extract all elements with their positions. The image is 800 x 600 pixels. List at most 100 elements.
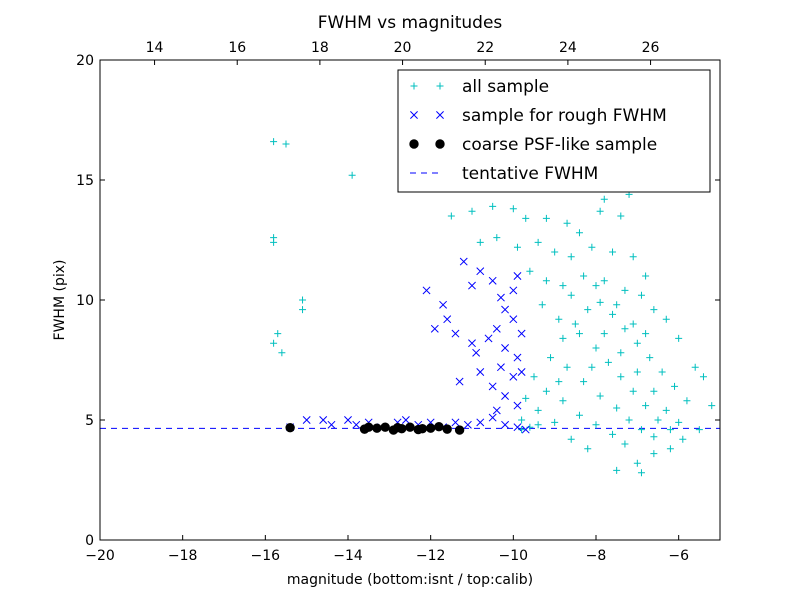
legend-symbol-circle [409,139,419,149]
all-sample-point [658,368,666,376]
all-sample-point [522,214,530,222]
all-sample-point [600,195,608,203]
legend-symbols [409,82,445,174]
all-sample-point [675,334,683,342]
all-sample-point [530,373,538,381]
all-sample-point [642,272,650,280]
all-sample-point [518,426,526,434]
plot-frame [99,59,721,541]
x-tick-label: −16 [251,548,281,564]
top-tick-label: 18 [311,40,329,56]
all-sample-point [518,416,526,424]
all-sample-point [468,207,476,215]
rough-fwhm-point [484,334,493,343]
all-sample-point [654,416,662,424]
all-sample-point [551,418,559,426]
legend-symbol-plus [410,82,418,90]
all-sample-point [563,219,571,227]
rough-fwhm-point [422,286,431,295]
all-sample-point [348,171,356,179]
all-sample-point [538,301,546,309]
rough-fwhm-point [496,363,505,372]
all-sample-point [613,466,621,474]
legend-label-tentative-fwhm: tentative FWHM [462,164,598,184]
all-sample-point [629,320,637,328]
rough-fwhm-point [476,418,485,427]
all-sample-point [650,387,658,395]
rough-fwhm-point [509,286,518,295]
all-sample-point [629,387,637,395]
rough-fwhm-point [327,420,336,429]
all-sample-point [270,138,278,146]
top-tick-label: 22 [476,40,494,56]
all-sample-point [621,440,629,448]
all-sample-point [609,430,617,438]
top-tick-label: 26 [642,40,660,56]
legend-box [397,69,711,193]
legend: all sample sample for rough FWHM coarse … [397,69,711,193]
all-sample-point [666,445,674,453]
rough-fwhm-point [443,315,452,324]
legend-label-psf-sample: coarse PSF-like sample [462,135,657,155]
all-sample-point [547,354,555,362]
all-sample-point [613,404,621,412]
all-sample-point [559,397,567,405]
psf-sample-point [372,423,382,433]
rough-fwhm-point [521,425,530,434]
all-sample-point [699,373,707,381]
all-sample-point [299,306,307,314]
rough-fwhm-point [517,368,526,376]
all-sample-point [513,243,521,251]
all-sample-point [609,310,617,318]
all-sample-point [613,301,621,309]
all-sample-point [642,330,650,338]
rough-fwhm-point [451,418,460,427]
rough-fwhm-point [513,353,522,362]
all-sample-point [633,339,641,347]
all-sample-point [270,238,278,246]
all-sample-point [695,426,703,434]
all-sample-point [584,445,592,453]
all-sample-point [691,363,699,371]
legend-symbol-circle [435,139,445,149]
all-sample-point [580,272,588,280]
legend-symbol-x [436,111,444,119]
rough-fwhm-point [344,416,352,424]
top-tick-label: 24 [559,40,577,56]
rough-fwhm-point [501,392,510,400]
all-sample-point [559,282,567,290]
rough-fwhm-point [401,416,410,424]
rough-fwhm-point [509,372,518,381]
all-sample-point [637,426,645,434]
all-sample-point [679,435,687,443]
rough-fwhm-point [463,420,472,429]
x-tick-label: −14 [333,548,363,564]
chart-marks [100,138,720,477]
rough-fwhm-point [352,420,361,429]
all-sample-point [588,363,596,371]
all-sample-point [650,433,658,441]
all-sample-point [559,334,567,342]
all-sample-point [571,320,579,328]
all-sample-point [592,421,600,429]
all-sample-point [493,234,501,242]
all-sample-point [542,387,550,395]
all-sample-point [299,296,307,304]
y-tick-label: 20 [76,53,94,69]
all-sample-point [625,416,633,424]
all-sample-point [567,435,575,443]
legend-symbol-x [410,111,418,119]
all-sample-point [584,306,592,314]
psf-sample-point [454,425,465,435]
psf-sample-point [434,422,444,432]
all-sample-point [675,418,683,426]
all-sample-point [551,248,559,256]
all-sample-point [526,267,534,275]
all-sample-point [588,243,596,251]
rough-fwhm-point [459,257,468,266]
all-sample-point [621,286,629,294]
x-tick-label: −18 [168,548,198,564]
psf-sample-point [417,423,428,434]
all-sample-point [683,397,691,405]
x-tick-label: −12 [416,548,446,564]
